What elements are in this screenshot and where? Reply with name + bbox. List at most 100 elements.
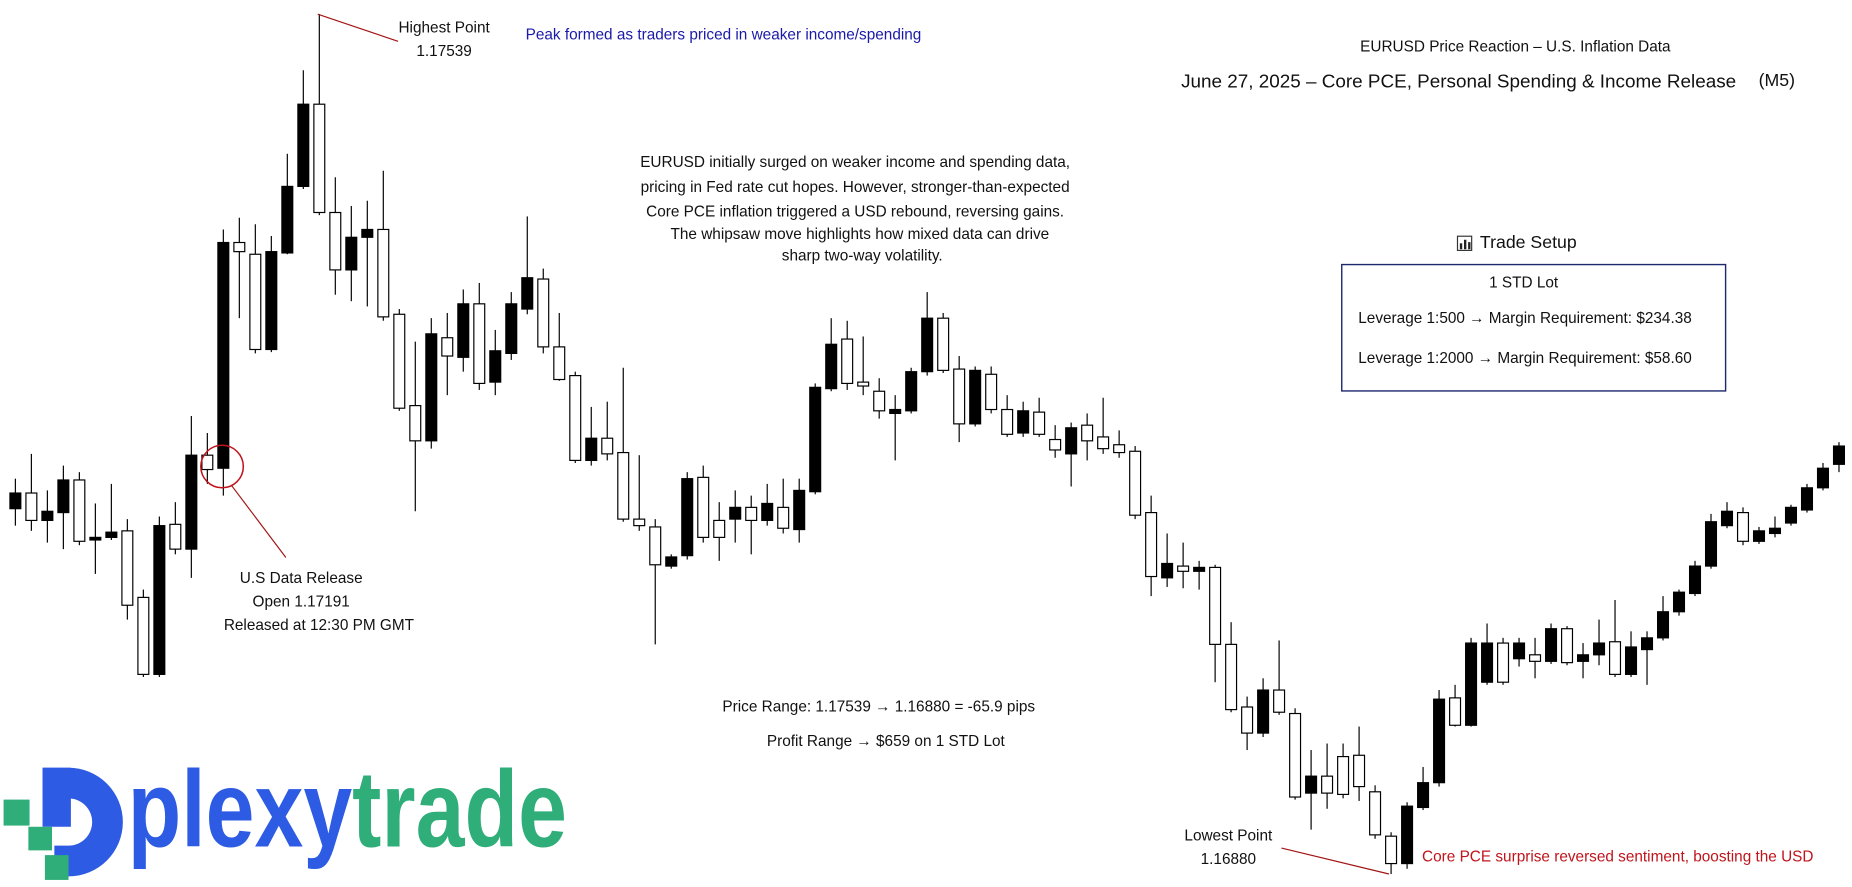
candle-body — [1688, 565, 1702, 595]
candle-body — [217, 241, 230, 469]
candle-body — [489, 350, 502, 383]
candle-body — [281, 185, 294, 254]
candle-body — [1768, 527, 1782, 535]
candle-body — [1337, 755, 1350, 796]
candle-body — [1129, 450, 1142, 516]
logo-part: trade — [352, 749, 567, 870]
candle-body — [985, 373, 998, 411]
candle-body — [649, 526, 662, 566]
timeframe: (M5) — [1759, 70, 1795, 90]
candle-body — [793, 489, 806, 531]
reversal-note: Core PCE surprise reversed sentiment, bo… — [1422, 849, 1813, 866]
candle-body — [297, 103, 310, 187]
candle-body — [153, 525, 166, 675]
candle-body — [1225, 643, 1238, 711]
candle-body — [665, 556, 678, 567]
candle-body — [1305, 775, 1318, 794]
candle-body — [1065, 427, 1078, 455]
candle-body — [137, 596, 150, 675]
candle-body — [729, 506, 742, 520]
highest-label: Highest Point — [398, 19, 490, 36]
candle-body — [169, 523, 182, 550]
candle-body — [969, 369, 982, 425]
candle-body — [1241, 706, 1254, 734]
candle-body — [1704, 521, 1718, 567]
candle-body — [1816, 467, 1830, 489]
trade-line: Leverage 1:2000 → Margin Requirement: $5… — [1358, 350, 1692, 367]
release-circle — [200, 444, 245, 489]
candle-body — [841, 338, 854, 385]
candle-body — [633, 518, 646, 527]
candle-body — [41, 510, 54, 522]
candle-body — [537, 278, 550, 348]
candle-body — [345, 236, 358, 271]
candle-body — [873, 390, 886, 412]
candle-body — [1417, 782, 1430, 809]
candle-body — [1624, 646, 1638, 675]
candle-body — [1273, 689, 1286, 713]
candle-body — [473, 303, 486, 385]
candle-body — [1081, 424, 1094, 442]
candle-body — [809, 386, 822, 493]
price-range: Price Range: 1.17539 → 1.16880 = -65.9 p… — [722, 699, 1035, 716]
candle-body — [1193, 566, 1206, 572]
candle-body — [1353, 754, 1366, 788]
candle-body — [1177, 565, 1190, 572]
candle-body — [1784, 506, 1798, 524]
candle-body — [1369, 791, 1382, 836]
summary-line: sharp two-way volatility. — [782, 247, 943, 264]
lowest-pointer — [1281, 847, 1390, 875]
candle-body — [1433, 698, 1446, 784]
trade-setup-icon — [1456, 235, 1473, 251]
release-label: U.S Data Release — [240, 570, 363, 587]
candle-body — [441, 337, 454, 357]
candle-body — [1800, 487, 1814, 511]
trade-lot: 1 STD Lot — [1489, 275, 1559, 292]
candle-body — [1017, 410, 1030, 434]
candle-body — [73, 479, 86, 542]
trade-setup-title: Trade Setup — [1480, 232, 1577, 252]
candle-body — [89, 536, 102, 541]
candle-body — [377, 228, 390, 318]
candles — [9, 14, 1846, 875]
candle-body — [1593, 642, 1606, 656]
candle-body — [697, 476, 710, 538]
summary-line: pricing in Fed rate cut hopes. However, … — [641, 179, 1070, 196]
candle-body — [1209, 566, 1222, 645]
candle-body — [409, 405, 422, 442]
logo-text: plexytrade — [128, 749, 567, 870]
candle-body — [1545, 628, 1558, 662]
candle-body — [825, 343, 838, 390]
candle-body — [425, 333, 438, 442]
lowest-label: Lowest Point — [1184, 827, 1273, 844]
summary-line: Core PCE inflation triggered a USD rebou… — [646, 204, 1064, 221]
candle-body — [1609, 641, 1622, 675]
chart-title: EURUSD Price Reaction – U.S. Inflation D… — [1360, 38, 1671, 55]
candle-body — [1720, 510, 1734, 527]
candle-body — [393, 313, 406, 409]
candle-body — [1449, 697, 1462, 726]
release-time: Released at 12:30 PM GMT — [224, 617, 415, 634]
candle-body — [1289, 712, 1302, 798]
candle-body — [1529, 654, 1542, 662]
highest-pointer — [317, 13, 399, 42]
candle-body — [1561, 628, 1574, 664]
candle-body — [1736, 511, 1750, 542]
candle-body — [1672, 591, 1686, 613]
summary-line: The whipsaw move highlights how mixed da… — [671, 226, 1050, 243]
trade-setup-box — [1341, 263, 1727, 392]
logo-part: plexy — [128, 749, 353, 870]
candle-body — [1497, 642, 1510, 683]
candle-body — [777, 506, 790, 529]
candle-body — [57, 479, 70, 514]
candle-body — [233, 241, 246, 253]
candle-body — [857, 381, 870, 387]
candle-body — [1577, 654, 1590, 662]
candle-body — [25, 492, 38, 522]
candle-body — [105, 531, 118, 538]
candle-body — [1752, 530, 1766, 542]
candle-body — [1321, 775, 1334, 794]
candle-body — [1097, 436, 1110, 450]
